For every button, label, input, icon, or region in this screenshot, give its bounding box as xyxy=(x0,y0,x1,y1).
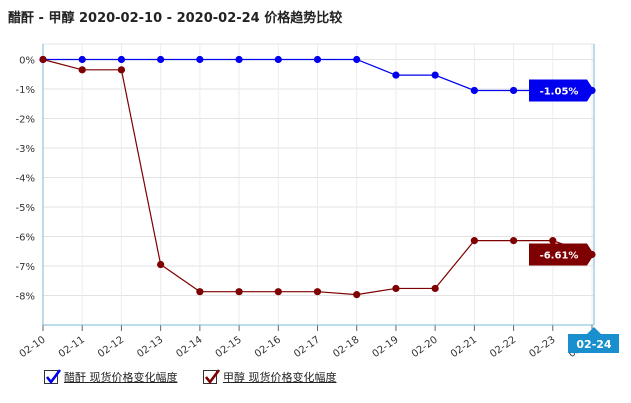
data-point xyxy=(196,55,204,64)
x-tick-label: 02-12 xyxy=(96,334,126,360)
x-tick-label: 02-18 xyxy=(331,334,361,360)
x-tick-label: 02-13 xyxy=(135,334,165,360)
y-tick-label: -2% xyxy=(16,115,35,126)
x-tick-label: 02-10 xyxy=(18,334,48,360)
data-point xyxy=(313,288,322,296)
data-point xyxy=(392,71,400,79)
data-point xyxy=(157,260,165,269)
data-point xyxy=(392,284,400,293)
data-point xyxy=(431,71,439,79)
chart-title: 醋酐 - 甲醇 2020-02-10 - 2020-02-24 价格趋势比较 xyxy=(8,11,343,26)
data-point xyxy=(235,288,243,296)
end-label-box xyxy=(529,243,594,266)
axes: 0% -1% -2% -3% -4% -5% -6% -7% -8% 02-10 02-11 02-1… xyxy=(16,44,597,360)
end-labels: -1.05% -6.61% 02-24 xyxy=(529,79,619,353)
data-point xyxy=(509,86,518,95)
data-point xyxy=(78,55,86,64)
y-tick-label: -4% xyxy=(16,174,35,185)
data-point xyxy=(78,66,86,74)
crosshair-label-text: 02-24 xyxy=(576,338,612,351)
x-tick-label: 02-21 xyxy=(449,334,479,360)
data-point xyxy=(470,86,478,95)
data-point xyxy=(353,55,361,64)
x-tick-label: 02-14 xyxy=(174,334,204,360)
data-point xyxy=(353,291,361,299)
x-tick-label: 02-15 xyxy=(214,334,244,360)
checkbox-icon[interactable] xyxy=(203,369,220,385)
end-label-box xyxy=(529,79,594,102)
x-tick-label: 02-17 xyxy=(292,334,322,360)
x-tick-label: 02-22 xyxy=(488,334,518,360)
y-tick-label: -3% xyxy=(16,144,35,155)
checkbox-icon[interactable] xyxy=(44,369,61,385)
series-layer xyxy=(39,55,596,299)
data-point xyxy=(274,55,282,64)
data-point xyxy=(235,55,243,64)
x-tick-label: 02-23 xyxy=(527,334,557,360)
data-point xyxy=(117,55,126,64)
end-label-text: -6.61% xyxy=(540,250,579,261)
grid xyxy=(42,43,595,326)
y-tick-label: -8% xyxy=(16,292,35,303)
legend-item-series-0[interactable]: 醋酐 现货价格变化幅度 xyxy=(44,369,178,385)
legend-label: 甲醇 现货价格变化幅度 xyxy=(223,371,337,384)
end-label-1: -6.61% xyxy=(529,243,594,266)
data-point xyxy=(313,55,322,64)
data-point xyxy=(39,55,47,64)
y-tick-label: -1% xyxy=(16,85,35,96)
x-tick-label: 02-11 xyxy=(57,334,87,360)
data-point xyxy=(196,288,204,296)
x-tick-label: 02-20 xyxy=(410,334,440,360)
data-point xyxy=(549,237,557,245)
data-point xyxy=(470,237,478,245)
data-point xyxy=(117,66,126,74)
end-label-text: -1.05% xyxy=(540,86,579,97)
plot-area xyxy=(42,43,595,326)
y-tick-label: -5% xyxy=(16,203,35,214)
legend-label: 醋酐 现货价格变化幅度 xyxy=(64,371,178,384)
y-tick-label: 0% xyxy=(19,56,35,67)
legend-item-series-1[interactable]: 甲醇 现货价格变化幅度 xyxy=(203,369,337,385)
end-label-0: -1.05% xyxy=(529,79,594,102)
data-point xyxy=(509,237,518,245)
x-tick-label: 02-19 xyxy=(371,334,401,360)
y-tick-label: -7% xyxy=(16,262,35,273)
crosshair-label-box xyxy=(568,327,619,353)
x-tick-label: 02-16 xyxy=(253,334,283,360)
y-tick-label: -6% xyxy=(16,233,35,244)
data-point xyxy=(157,55,165,64)
crosshair-label: 02-24 xyxy=(568,327,619,353)
data-point xyxy=(431,284,439,293)
data-point xyxy=(274,288,282,296)
